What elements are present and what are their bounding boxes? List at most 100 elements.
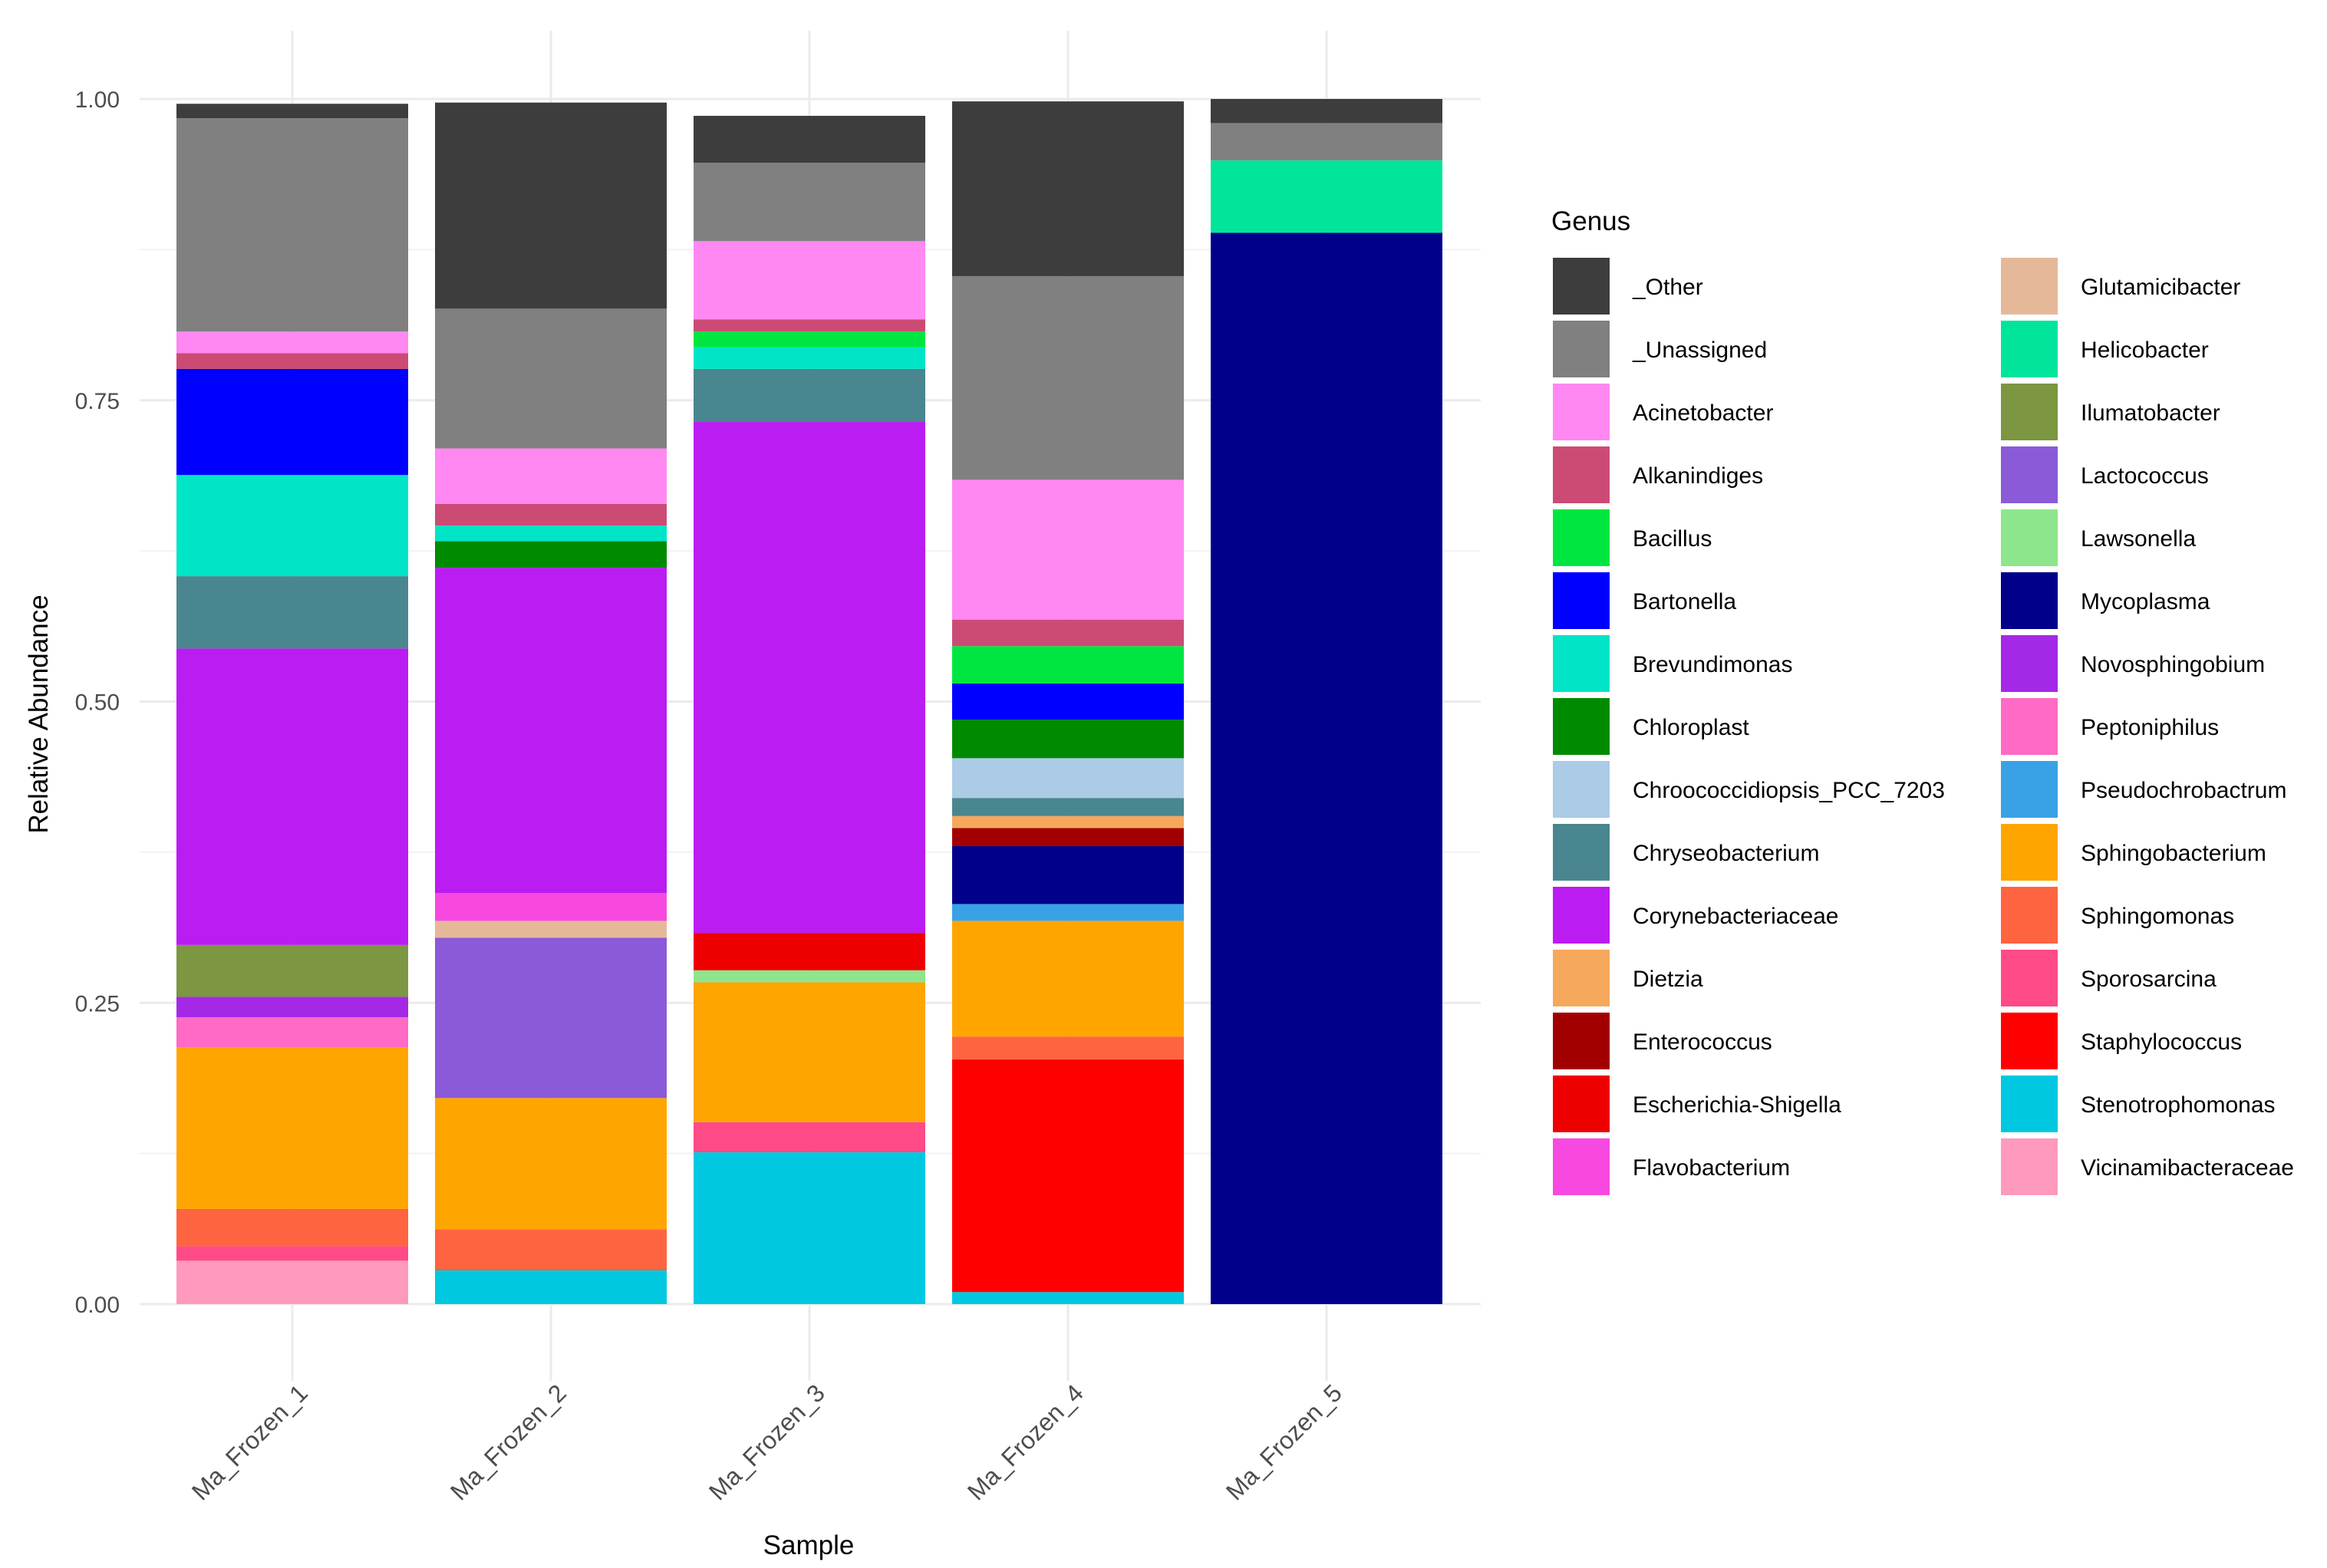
bar-stacks [176,99,1442,1305]
legend-swatch [1553,698,1610,755]
bar-segment [952,275,1184,480]
legend-label: Lactococcus [2081,463,2209,489]
legend-label: Flavobacterium [1633,1155,1790,1181]
legend-label: Dietzia [1633,967,1703,992]
bar-segment [176,576,408,649]
legend-swatch [1553,509,1610,566]
bar-segment [952,921,1184,1037]
legend-swatch [1553,1076,1610,1132]
bar-segment [694,163,925,242]
bar-segment [435,921,667,938]
bar-segment [176,944,408,997]
legend-label: Sphingomonas [2081,904,2234,929]
legend-swatch [2001,887,2058,944]
legend-swatch [1553,824,1610,881]
legend-swatch [2001,258,2058,315]
bar-segment [694,241,925,320]
legend-label: Chroococcidiopsis_PCC_7203 [1633,778,1945,803]
bar-segment [176,368,408,476]
legend-label: Sphingobacterium [2081,841,2266,866]
bar-segment [176,1047,408,1209]
bar-segment [1211,160,1442,233]
y-axis-title: Relative Abundance [24,595,54,833]
bar-segment [176,475,408,577]
legend-swatch [2001,446,2058,503]
legend-swatch [2001,698,2058,755]
legend-label: Staphylococcus [2081,1029,2242,1055]
bar-segment [176,1208,408,1247]
legend-swatch [1553,950,1610,1006]
bar-segment [952,758,1184,799]
legend-label: Peptoniphilus [2081,715,2219,740]
legend-label: _Other [1632,275,1703,300]
y-axis-ticks: 0.00 0.25 0.50 0.75 1.00 [75,87,120,1318]
bar-segment [176,1246,408,1261]
x-tick-label: Ma_Frozen_4 [962,1379,1089,1505]
x-tick-label: Ma_Frozen_5 [1221,1379,1347,1505]
legend-swatch [2001,950,2058,1006]
bar-segment [435,1270,667,1304]
bar-segment [694,970,925,983]
legend-label: Stenotrophomonas [2081,1092,2276,1118]
bar-segment [435,937,667,1099]
bar-segment [694,933,925,970]
bar-segment [176,996,408,1018]
bar-segment [435,525,667,542]
legend-swatch [2001,824,2058,881]
legend-label: _Unassigned [1632,338,1767,363]
legend-swatch [2001,1013,2058,1069]
bar-segment [435,1098,667,1230]
bar-segment [694,347,925,369]
bar-segment [952,646,1184,684]
legend-swatch [2001,572,2058,629]
bar-segment [435,1229,667,1271]
x-tick-label: Ma_Frozen_3 [704,1379,830,1505]
legend-swatch [2001,1138,2058,1195]
bar-segment [435,308,667,449]
legend-label: Pseudochrobactrum [2081,778,2286,803]
bar-segment [952,1059,1184,1293]
bar-segment [952,619,1184,647]
legend-swatch [2001,509,2058,566]
bar-segment [435,541,667,568]
x-tick-label: Ma_Frozen_1 [186,1379,313,1505]
legend-swatch [2001,761,2058,818]
bar-segment [952,720,1184,759]
bar-segment [952,1036,1184,1060]
bar-segment [435,893,667,921]
legend-swatch [1553,321,1610,377]
x-axis-title: Sample [763,1530,855,1560]
bar-segment [952,1292,1184,1304]
bar-segment [694,115,925,163]
bar-segment [694,331,925,348]
x-tick-label: Ma_Frozen_2 [445,1379,572,1505]
bar-segment [694,319,925,332]
bar-segment [952,815,1184,828]
bar-segment [176,1017,408,1048]
legend-swatch [1553,1138,1610,1195]
legend-label: Bacillus [1633,526,1712,552]
bar-segment [694,422,925,934]
y-tick-label: 1.00 [75,87,120,113]
legend-label: Sporosarcina [2081,967,2217,992]
bar-segment [952,683,1184,720]
bar-segment [435,102,667,309]
y-tick-label: 0.00 [75,1293,120,1318]
legend-label: Mycoplasma [2081,589,2210,614]
legend-swatch [2001,384,2058,440]
bar-segment [952,904,1184,921]
legend-swatch [1553,572,1610,629]
bar-segment [952,101,1184,276]
legend-swatch [2001,321,2058,377]
bar-segment [1211,123,1442,161]
legend-swatch [1553,446,1610,503]
legend-label: Brevundimonas [1633,652,1792,677]
legend-label: Alkanindiges [1633,463,1763,489]
legend-label: Ilumatobacter [2081,400,2220,426]
bar-segment [952,798,1184,816]
bar-segment [694,368,925,423]
bar-segment [694,982,925,1122]
legend-label: Chloroplast [1633,715,1749,740]
x-axis-ticks: Ma_Frozen_1 Ma_Frozen_2 Ma_Frozen_3 Ma_Froz… [186,1379,1347,1505]
